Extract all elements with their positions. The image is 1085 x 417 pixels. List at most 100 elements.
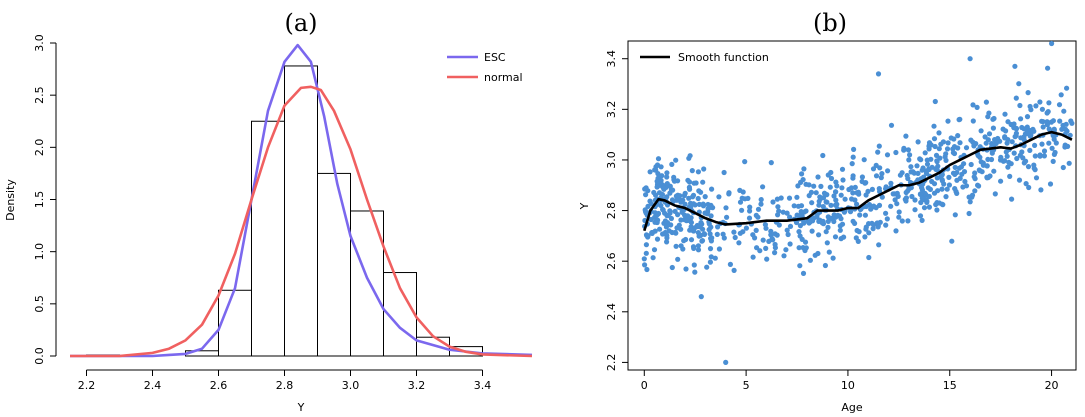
scatter-point xyxy=(695,243,702,249)
scatter-point xyxy=(697,232,703,238)
scatter-point xyxy=(648,216,654,223)
scatter-point xyxy=(808,189,815,195)
scatter-point xyxy=(762,222,769,228)
scatter-point xyxy=(901,145,907,151)
scatter-point xyxy=(654,219,660,226)
scatter-point xyxy=(731,229,737,235)
scatter-point xyxy=(1025,164,1032,170)
scatter-point xyxy=(921,205,928,211)
scatter-point xyxy=(970,102,976,108)
scatter-point xyxy=(688,215,694,221)
scatter-point xyxy=(995,135,1001,142)
scatter-point xyxy=(702,194,708,200)
scatter-point xyxy=(785,231,791,238)
scatter-point xyxy=(862,234,868,240)
legend-label-esc: ESC xyxy=(484,51,506,64)
scatter-point xyxy=(655,211,661,217)
scatter-point xyxy=(888,203,894,209)
scatter-point xyxy=(737,187,743,193)
scatter-point xyxy=(668,187,675,193)
scatter-point xyxy=(903,133,909,139)
x-axis-title: Age xyxy=(841,401,863,414)
scatter-point xyxy=(985,114,991,120)
x-tick-label: 2.4 xyxy=(144,379,162,392)
scatter-point xyxy=(795,183,801,189)
scatter-point xyxy=(691,228,697,234)
scatter-point xyxy=(944,146,951,152)
scatter-point xyxy=(908,164,914,170)
scatter-point xyxy=(772,241,778,248)
scatter-point xyxy=(831,218,837,225)
scatter-point xyxy=(944,186,950,192)
scatter-point xyxy=(797,263,803,269)
scatter-point xyxy=(838,216,844,222)
scatter-point xyxy=(902,196,908,202)
scatter-point xyxy=(817,194,823,200)
scatter-point xyxy=(758,201,764,207)
scatter-point xyxy=(870,226,876,232)
scatter-point xyxy=(697,223,703,229)
scatter-point xyxy=(852,220,858,226)
scatter-point xyxy=(866,230,872,236)
scatter-point xyxy=(1025,131,1031,137)
scatter-point xyxy=(924,157,930,163)
scatter-point xyxy=(890,191,896,197)
scatter-point xyxy=(838,192,844,198)
scatter-point xyxy=(861,157,867,163)
histogram-bar xyxy=(449,346,483,357)
scatter-point xyxy=(664,235,670,241)
histogram-bar xyxy=(284,65,318,357)
scatter-point xyxy=(919,185,925,191)
scatter-point xyxy=(680,246,686,252)
scatter-point xyxy=(870,166,877,172)
scatter-point xyxy=(1050,158,1056,164)
scatter-point xyxy=(659,184,666,190)
scatter-point xyxy=(959,171,965,177)
scatter-point xyxy=(905,218,911,224)
scatter-point xyxy=(971,174,977,180)
scatter-point xyxy=(956,165,962,171)
scatter-point xyxy=(927,186,934,192)
scatter-point xyxy=(842,196,848,202)
scatter-point xyxy=(677,193,683,199)
scatter-point xyxy=(760,184,766,190)
scatter-point xyxy=(699,238,706,244)
scatter-point xyxy=(991,168,997,174)
scatter-point xyxy=(821,190,828,196)
scatter-point xyxy=(894,201,900,207)
scatter-point xyxy=(1027,103,1033,110)
histogram-bar xyxy=(218,289,252,357)
scatter-point xyxy=(1025,90,1031,96)
scatter-point xyxy=(917,213,924,219)
scatter-point xyxy=(966,210,972,217)
scatter-point xyxy=(1033,175,1040,181)
scatter-point xyxy=(854,190,860,196)
scatter-point xyxy=(753,227,759,233)
scatter-point xyxy=(954,190,960,196)
scatter-point xyxy=(915,139,921,145)
scatter-point xyxy=(1017,152,1023,158)
scatter-point xyxy=(985,156,991,162)
scatter-point xyxy=(1009,196,1015,202)
scatter-point xyxy=(972,188,978,194)
scatter-point xyxy=(951,144,958,150)
scatter-point xyxy=(923,170,930,176)
scatter-point xyxy=(1004,153,1010,159)
scatter-point xyxy=(651,247,658,253)
scatter-point xyxy=(654,184,660,190)
scatter-point xyxy=(970,118,976,124)
scatter-point xyxy=(850,154,856,160)
scatter-point xyxy=(998,154,1004,160)
scatter-point xyxy=(952,212,958,218)
scatter-point xyxy=(775,204,781,210)
scatter-point xyxy=(707,246,714,252)
scatter-point xyxy=(800,270,807,276)
scatter-point xyxy=(715,224,721,230)
scatter-point xyxy=(849,196,855,202)
scatter-point xyxy=(919,217,925,223)
scatter-point xyxy=(1032,153,1038,159)
scatter-point xyxy=(731,267,737,273)
scatter-point xyxy=(651,189,657,196)
scatter-point xyxy=(816,202,822,208)
